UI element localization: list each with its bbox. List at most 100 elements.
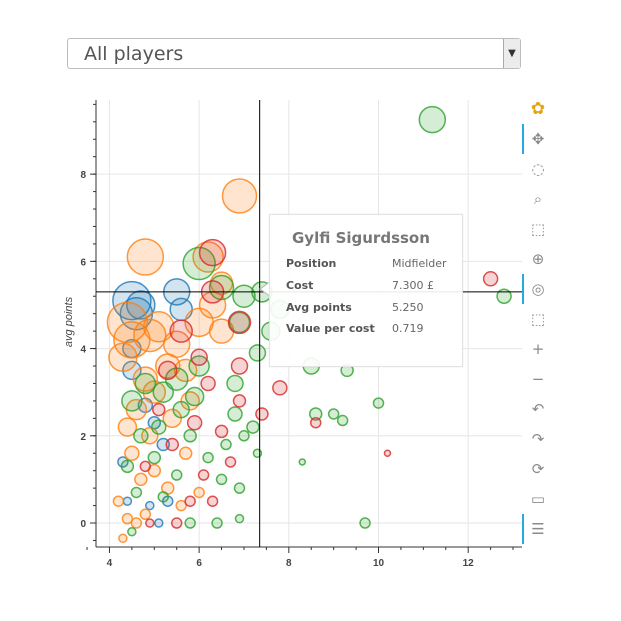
tap-select-icon[interactable]: ⬚ <box>530 310 546 328</box>
data-point-orange <box>134 472 148 487</box>
data-point-green <box>147 450 162 465</box>
data-point-orange <box>154 353 181 379</box>
data-point-green <box>496 288 512 304</box>
data-point-red <box>232 394 247 408</box>
data-point-orange <box>193 486 205 499</box>
undo-icon[interactable]: ↶ <box>531 400 545 418</box>
data-point-orange <box>112 495 125 507</box>
y-tick-label: 0 <box>80 519 86 530</box>
data-points <box>106 105 512 544</box>
data-point-red <box>145 518 155 528</box>
data-point-green <box>220 438 232 451</box>
tooltip-value-avg-points: 5.250 <box>392 301 424 314</box>
data-point-green <box>121 390 143 412</box>
data-point-green <box>157 491 170 503</box>
data-point-red <box>198 238 227 267</box>
data-point-green <box>327 408 340 420</box>
data-point-green <box>182 246 216 281</box>
data-point-orange <box>143 311 175 343</box>
data-point-orange <box>178 446 193 460</box>
data-point-red <box>206 495 219 507</box>
data-point-red <box>157 360 178 381</box>
y-tick-label: 2 <box>80 432 86 443</box>
bokeh-logo-icon[interactable]: ✿ <box>530 99 546 119</box>
zoom-in-icon[interactable]: + <box>531 340 545 358</box>
data-point-green <box>298 458 307 466</box>
data-point-orange <box>118 533 128 544</box>
data-point-red <box>214 424 229 439</box>
data-point-green <box>228 311 251 334</box>
data-point-orange <box>221 178 258 214</box>
reset-icon[interactable]: ⟳ <box>531 460 545 478</box>
tooltip-key-cost: Cost <box>286 279 314 292</box>
chevron-down-icon[interactable]: ▼ <box>503 39 520 68</box>
data-point-orange <box>175 499 187 512</box>
hover-tooltip: Gylfi Sigurdsson Position Midfielder Cos… <box>259 214 463 367</box>
hover-icon[interactable]: ☰ <box>522 514 549 544</box>
data-point-green <box>127 526 137 537</box>
data-point-green <box>184 386 205 407</box>
redo-icon[interactable]: ↷ <box>531 430 545 448</box>
data-point-blue <box>126 290 156 320</box>
tooltip-key-value-per-cost: Value per cost <box>286 322 375 335</box>
data-point-green <box>226 374 244 393</box>
pan-icon[interactable]: ✥ <box>522 124 549 154</box>
data-point-green <box>202 451 214 464</box>
data-point-green <box>134 372 157 395</box>
data-point-orange <box>126 238 165 276</box>
data-point-green <box>183 429 197 443</box>
data-point-green <box>238 430 250 442</box>
data-point-orange <box>121 512 134 525</box>
data-point-red <box>200 375 216 392</box>
data-point-green <box>120 459 135 474</box>
data-point-green <box>211 517 223 529</box>
data-point-blue <box>145 500 155 511</box>
data-point-green <box>172 400 190 419</box>
x-tick-label: 10 <box>373 558 385 569</box>
data-point-red <box>230 357 249 375</box>
tooltip-key-position: Position <box>286 257 337 270</box>
data-point-red <box>165 437 179 452</box>
data-point-green <box>133 428 149 444</box>
data-point-blue <box>154 518 164 528</box>
data-point-green <box>227 406 243 422</box>
data-point-orange <box>132 366 159 392</box>
data-point-green <box>232 284 256 308</box>
data-point-green <box>336 414 349 427</box>
data-point-green <box>234 513 245 524</box>
resize-icon[interactable]: ⊕ <box>531 250 545 268</box>
data-point-orange <box>133 318 167 353</box>
tooltip-player-name: Gylfi Sigurdsson <box>292 229 430 247</box>
data-point-green <box>248 344 267 362</box>
data-point-red <box>383 449 392 457</box>
box-zoom-icon[interactable]: ⌕ <box>533 190 543 208</box>
box-select-icon[interactable]: ⬚ <box>530 220 546 238</box>
plot-toolbar: ✿ ✥ ◌ ⌕ ⬚ ⊕ ◎ ⬚ + − ↶ ↷ ⟳ ▭ ☰ <box>522 96 552 556</box>
zoom-out-icon[interactable]: − <box>531 370 545 388</box>
data-point-red <box>272 380 288 396</box>
x-tick-label: 6 <box>196 558 202 569</box>
lasso-select-icon[interactable]: ◌ <box>531 160 545 178</box>
save-icon[interactable]: ▭ <box>530 490 546 508</box>
tooltip-value-cost: 7.300 £ <box>392 279 434 292</box>
data-point-orange <box>139 508 152 521</box>
data-point-blue <box>122 360 142 381</box>
data-point-red <box>197 469 210 481</box>
axes: 4 6 8 10 12 0 2 4 6 8 <box>80 100 522 569</box>
wheel-zoom-icon[interactable]: ◎ <box>522 274 549 304</box>
tooltip-arrow <box>259 282 269 296</box>
player-filter-select[interactable]: All players ▼ <box>67 38 521 69</box>
data-point-green <box>215 473 228 486</box>
data-point-green <box>308 407 323 421</box>
data-point-green <box>184 517 196 529</box>
data-point-red <box>309 416 322 429</box>
data-point-orange <box>130 517 143 529</box>
tooltip-value-position: Midfielder <box>392 257 447 270</box>
data-point-red <box>224 456 237 468</box>
x-tick-label: 4 <box>107 558 113 569</box>
data-point-red <box>186 414 203 431</box>
data-point-green <box>246 420 260 434</box>
data-point-red <box>152 402 166 417</box>
y-tick-label: 6 <box>80 257 86 268</box>
